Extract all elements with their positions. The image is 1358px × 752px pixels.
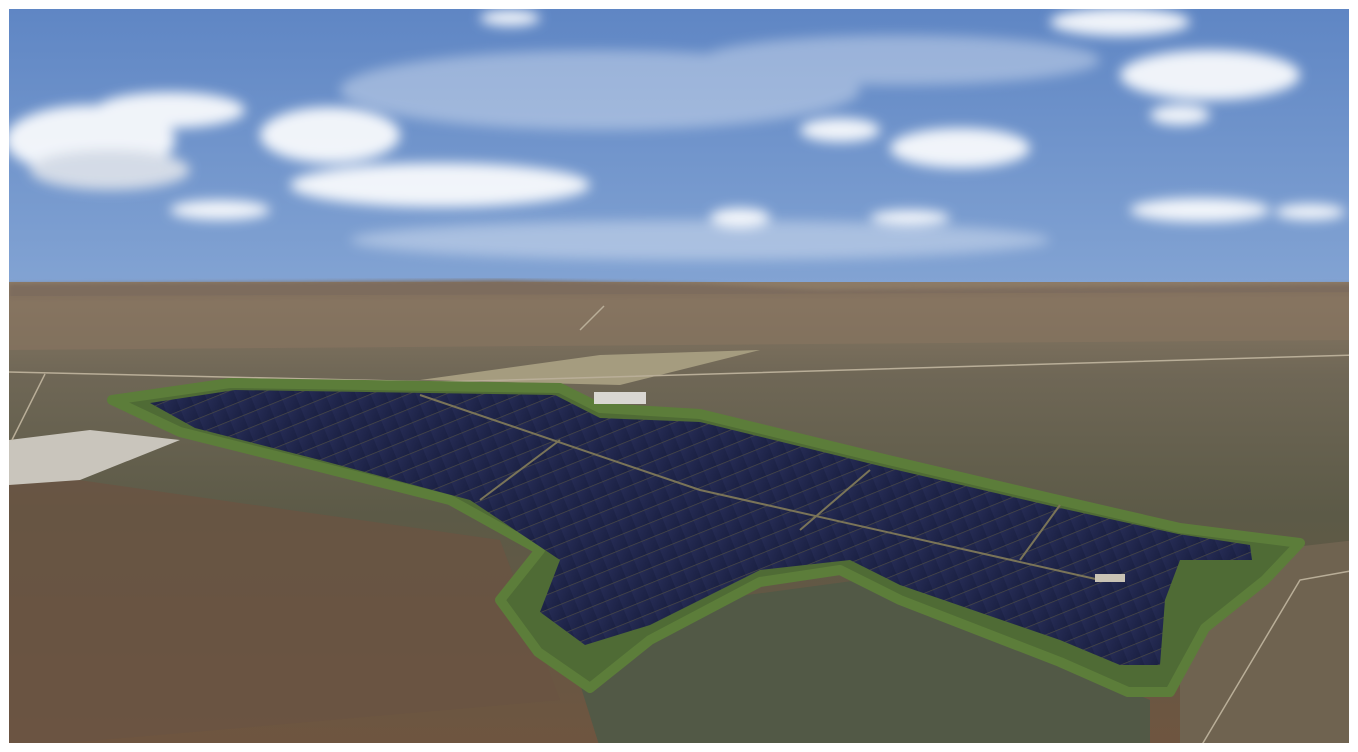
service-tracks	[419, 394, 1101, 581]
far-fields	[9, 292, 1356, 350]
green-field	[560, 580, 1150, 748]
plowed-field	[9, 470, 560, 748]
solar-array	[150, 390, 1252, 665]
quarry	[9, 430, 180, 485]
substation	[594, 392, 646, 404]
inverter-building	[1095, 574, 1125, 582]
cirrus	[340, 35, 1100, 260]
pale-field	[420, 350, 760, 385]
